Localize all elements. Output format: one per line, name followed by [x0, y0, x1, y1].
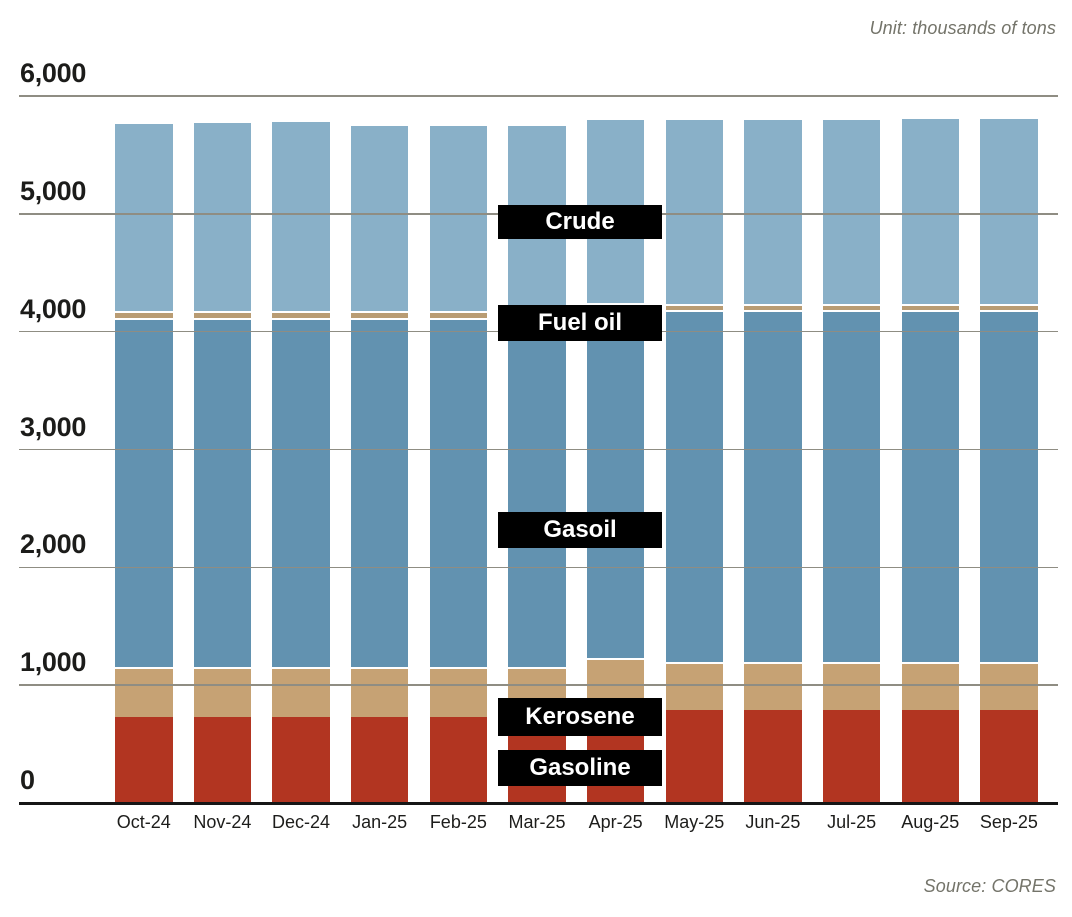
y-tick-4000: 4,000 [20, 293, 87, 324]
bar-segment-kerosene [350, 667, 409, 717]
bar-segment-kerosene [901, 662, 959, 710]
x-tick-jul-25: Jul-25 [827, 812, 877, 832]
y-tick-2000: 2,000 [20, 529, 87, 560]
x-tick-aug-25: Aug-25 [901, 812, 960, 832]
y-tick-1000: 1,000 [20, 647, 87, 678]
series-label-kerosene: Kerosene [498, 698, 662, 736]
bar-segment-crude [980, 117, 1038, 305]
bar-segment-kerosene [115, 667, 173, 717]
bar-segment-gasoil [193, 317, 252, 668]
bar-may-25 [665, 118, 724, 803]
bar-segment-gasoline [744, 709, 802, 803]
bar-segment-crude [744, 118, 802, 305]
bar-segment-fuel-oil [901, 304, 959, 310]
bar-segment-kerosene [193, 667, 252, 717]
unit-note: Unit: thousands of tons [869, 18, 1056, 38]
bar-segment-kerosene [980, 662, 1038, 710]
x-axis-line [19, 801, 1058, 805]
series-label-gasoil: Gasoil [498, 512, 662, 548]
bar-segment-fuel-oil [665, 304, 724, 310]
bar-segment-gasoline [115, 716, 173, 803]
bar-jul-25 [822, 118, 881, 803]
bar-segment-crude [901, 117, 959, 305]
bar-segment-gasoil [586, 309, 645, 659]
bar-segment-crude [822, 118, 881, 305]
bar-segment-gasoline [350, 716, 409, 803]
bar-segment-fuel-oil [744, 304, 802, 310]
x-tick-jan-25: Jan-25 [352, 812, 408, 832]
bar-segment-gasoline [822, 709, 881, 803]
bar-segment-crude [115, 122, 173, 311]
bar-segment-gasoil [744, 309, 802, 663]
bar-dec-24 [272, 120, 330, 803]
bar-segment-gasoil [508, 318, 566, 668]
series-label-crude: Crude [498, 205, 662, 239]
x-tick-feb-25: Feb-25 [429, 812, 487, 832]
bar-segment-fuel-oil [429, 311, 488, 318]
bar-segment-gasoil [272, 317, 330, 668]
bar-segment-gasoil [901, 309, 959, 663]
gridline-1000 [19, 684, 1058, 686]
x-tick-jun-25: Jun-25 [745, 812, 801, 832]
x-tick-dec-24: Dec-24 [272, 812, 331, 832]
bar-segment-gasoil [115, 317, 173, 668]
bar-segment-gasoil [350, 317, 409, 668]
x-tick-may-25: May-25 [664, 812, 725, 832]
bar-segment-fuel-oil [980, 304, 1038, 310]
bar-segment-gasoline [665, 709, 724, 803]
gridline-6000 [19, 95, 1058, 97]
bar-segment-crude [665, 118, 724, 305]
bar-jan-25 [350, 123, 409, 803]
bar-segment-kerosene [665, 662, 724, 710]
series-label-gasoline: Gasoline [498, 750, 662, 786]
bar-oct-24 [115, 122, 173, 803]
bar-segment-gasoil [429, 317, 488, 668]
bar-segment-gasoline [272, 716, 330, 803]
bar-segment-kerosene [744, 662, 802, 710]
bar-segment-fuel-oil [272, 310, 330, 318]
gridline-3000 [19, 448, 1058, 451]
bar-segment-kerosene [429, 667, 488, 717]
y-tick-6000: 6,000 [20, 58, 87, 88]
x-tick-sep-25: Sep-25 [979, 812, 1038, 832]
bar-segment-gasoil [822, 309, 881, 663]
bar-segment-gasoline [901, 709, 959, 803]
bar-segment-fuel-oil [193, 310, 252, 318]
x-tick-oct-24: Oct-24 [116, 812, 171, 832]
gridline-2000 [19, 566, 1058, 569]
bar-segment-crude [429, 123, 488, 312]
bar-segment-kerosene [822, 662, 881, 710]
x-tick-nov-24: Nov-24 [193, 812, 252, 832]
series-label-fuel-oil: Fuel oil [498, 305, 662, 341]
bar-segment-fuel-oil [350, 311, 409, 318]
x-tick-mar-25: Mar-25 [508, 812, 566, 832]
bar-segment-crude [193, 121, 252, 311]
bar-segment-gasoline [429, 716, 488, 803]
bar-segment-gasoil [980, 309, 1038, 663]
y-tick-3000: 3,000 [20, 411, 87, 442]
bar-jun-25 [744, 118, 802, 803]
bar-segment-crude [350, 123, 409, 312]
bar-segment-crude [272, 120, 330, 311]
bar-segment-fuel-oil [115, 310, 173, 318]
bar-segment-fuel-oil [822, 304, 881, 310]
bar-nov-24 [193, 121, 252, 803]
y-tick-0: 0 [20, 765, 35, 795]
bar-segment-gasoil [665, 309, 724, 663]
bar-aug-25 [901, 117, 959, 803]
bar-segment-gasoline [193, 716, 252, 803]
bar-segment-kerosene [272, 667, 330, 717]
y-tick-5000: 5,000 [20, 175, 87, 206]
x-tick-apr-25: Apr-25 [588, 812, 643, 832]
bar-segment-gasoline [980, 709, 1038, 803]
bar-feb-25 [429, 123, 488, 803]
bar-sep-25 [980, 117, 1038, 803]
source-note: Source: CORES [923, 876, 1056, 896]
